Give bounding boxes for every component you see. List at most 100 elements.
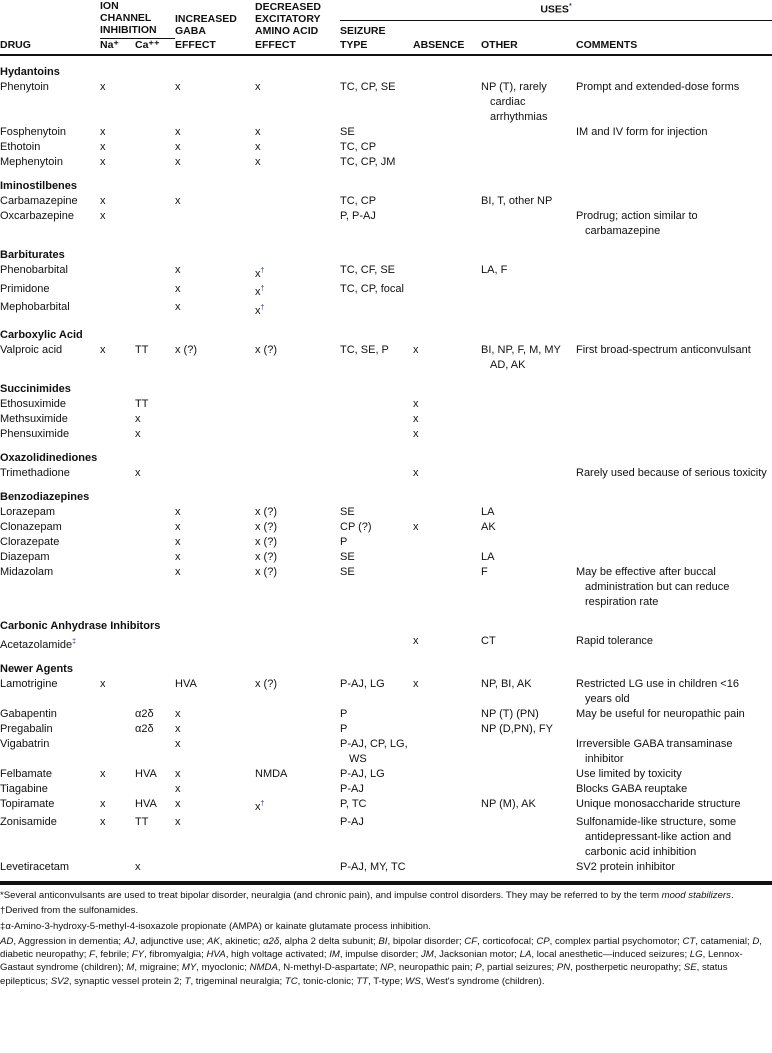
abbreviation-term: MY <box>181 962 197 974</box>
cell-ca <box>135 194 175 209</box>
cell-absence <box>413 505 481 520</box>
abbreviation-definition: catamenial <box>700 935 747 947</box>
cell-ca: x <box>135 427 141 440</box>
abbreviation-term: TT <box>356 975 369 987</box>
cell-eaa: x <box>255 141 261 153</box>
cell-gaba: x <box>175 816 181 829</box>
abbreviation-term: LG <box>689 949 703 961</box>
cell-seizure <box>340 427 413 442</box>
table-row: Lorazepam x x (?) SE LA <box>0 505 772 520</box>
abbreviation-term: α2δ <box>263 935 280 947</box>
cell-other <box>481 397 576 412</box>
table-row: Clonazepam x x (?) CP (?) x AK <box>0 520 772 535</box>
cell-na: x <box>100 156 106 168</box>
cell-eaa: x (?) <box>255 677 277 690</box>
table-row: Diazepam x x (?) SE LA <box>0 550 772 565</box>
header-other: OTHER <box>481 38 576 56</box>
cell-gaba: x <box>175 565 181 578</box>
cell-seizure: TC, CP <box>340 195 377 207</box>
cell-na <box>100 535 135 550</box>
abbreviation-definition: high voltage activated <box>231 949 324 961</box>
abbreviation-term: F <box>89 949 95 961</box>
table-row: Felbamate x HVA x NMDA P-AJ, LG Use limited by… <box>0 767 772 782</box>
cell-ca <box>135 677 175 707</box>
cell-comments <box>576 155 772 170</box>
cell-gaba: x (?) <box>175 343 197 356</box>
cell-eaa <box>255 194 340 209</box>
footnote-mark: † <box>260 267 265 274</box>
cell-na <box>100 565 135 610</box>
header-gaba: INCREASED GABA <box>175 12 237 37</box>
abbreviation-definition: neuropathic pain <box>398 962 470 974</box>
cell-comments <box>576 140 772 155</box>
cell-absence <box>413 125 481 140</box>
abbreviation-definition: T-type <box>373 975 400 987</box>
abbreviation-term: AK <box>206 935 220 947</box>
cell-ca: x <box>135 861 141 874</box>
abbreviation-term: CF <box>464 935 478 947</box>
cell-drug: Mephenytoin <box>0 156 63 168</box>
cell-na <box>100 634 135 653</box>
footnote-mark: ‡ <box>72 637 77 645</box>
abbreviation-term: FY <box>131 949 145 961</box>
cell-absence <box>413 797 481 816</box>
cell-drug: Carbamazepine <box>0 195 78 207</box>
header-gaba-effect: EFFECT <box>175 38 255 56</box>
cell-seizure: TC, CF, SE <box>340 264 396 276</box>
abbreviation-definition: local anesthetic—induced seizures <box>536 949 685 961</box>
cell-other: F <box>481 565 488 578</box>
cell-eaa <box>255 466 340 481</box>
cell-gaba: x <box>175 156 181 168</box>
footnote-mark: † <box>260 304 265 312</box>
cell-comments <box>576 300 772 319</box>
cell-drug: Lorazepam <box>0 505 56 518</box>
cell-gaba: x <box>175 505 181 518</box>
cell-ca <box>135 550 175 565</box>
cell-other <box>481 209 576 239</box>
cell-comments <box>576 282 772 301</box>
cell-ca <box>135 263 175 282</box>
cell-na: x <box>100 141 106 153</box>
header-ion-channel: ION CHANNEL INHIBITION <box>100 0 175 39</box>
cell-na: x <box>100 195 106 207</box>
header-drug: DRUG <box>0 38 100 56</box>
cell-absence <box>413 194 481 209</box>
cell-eaa <box>255 412 340 427</box>
cell-drug: Mephobarbital <box>0 301 70 314</box>
abbreviation-definition: West's syndrome (children) <box>426 975 542 987</box>
table-row: Lamotrigine x HVA x (?) P-AJ, LG x NP, BI, AK R… <box>0 677 772 707</box>
abbreviation-term: P <box>475 962 482 974</box>
cell-comments: Sulfonamide-like structure, some antidep… <box>576 816 737 859</box>
cell-other: AK <box>481 520 496 533</box>
abbreviation-definition: Jacksonian motor <box>439 949 515 961</box>
cell-gaba: x <box>175 520 181 533</box>
cell-drug: Felbamate <box>0 767 52 780</box>
cell-gaba: x <box>175 535 181 548</box>
cell-ca: x <box>135 466 141 479</box>
abbreviation-definition: myoclonic <box>201 962 245 974</box>
cell-other: CT <box>481 634 496 647</box>
table-row: Acetazolamide‡ x CT Rapid tolerance <box>0 634 772 653</box>
abbreviation-term: BI <box>378 935 388 947</box>
cell-ca: TT <box>135 343 149 356</box>
abbreviation-definition: adjunctive use <box>140 935 202 947</box>
group-header: Succinimides <box>0 373 772 397</box>
abbreviation-term: SE <box>683 962 697 974</box>
cell-seizure: P <box>340 535 348 548</box>
footnote-mark: † <box>260 285 265 293</box>
cell-absence <box>413 737 481 767</box>
cell-na <box>100 520 135 535</box>
abbreviation-definition: diabetic neuropathy <box>0 949 84 961</box>
cell-na: x <box>100 210 106 222</box>
group-header: Carboxylic Acid <box>0 319 772 343</box>
cell-seizure: P, P-AJ <box>340 210 376 222</box>
table-row: Topiramate x HVA x x† P, TC NP (M), AK Unique m… <box>0 797 772 816</box>
abbreviation-term: HVA <box>206 949 226 961</box>
cell-comments <box>576 505 772 520</box>
group-header: Barbiturates <box>0 239 772 263</box>
cell-absence: x <box>413 397 419 410</box>
abbreviation-definition: complex partial psychomotor <box>554 935 678 947</box>
cell-other: NP (T), rarely cardiac arrhythmias <box>481 81 548 123</box>
group-name: Newer Agents <box>0 662 73 675</box>
abbreviation-term: D <box>752 935 760 947</box>
